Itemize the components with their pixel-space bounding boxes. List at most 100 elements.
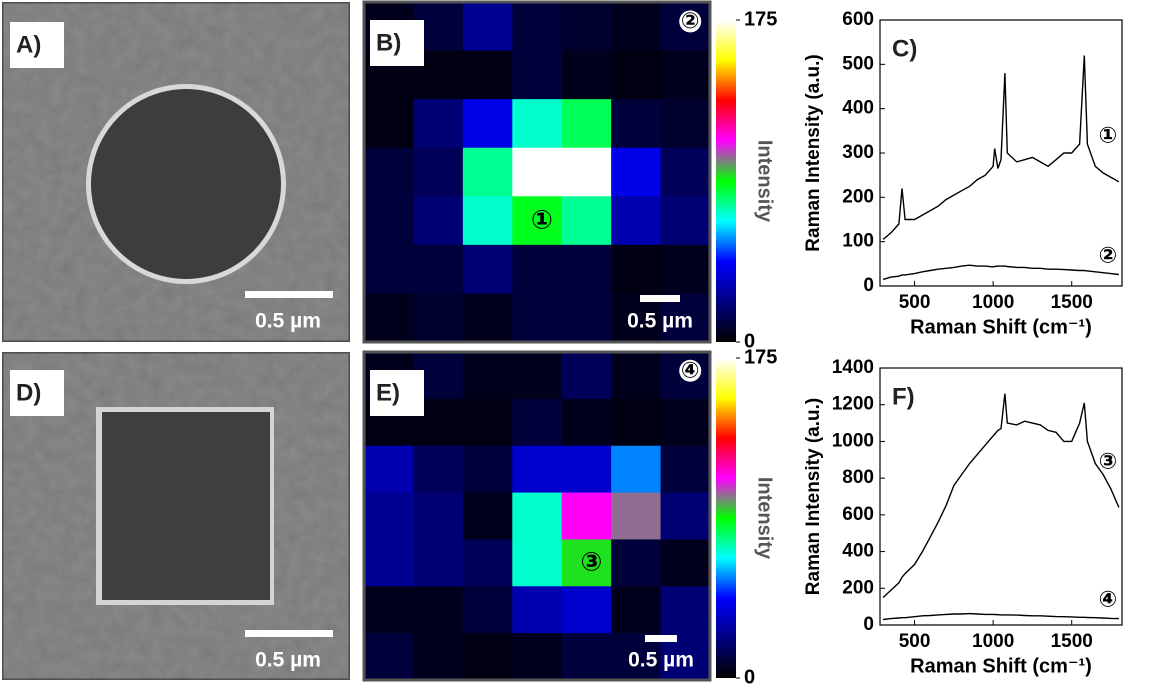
sem-hole: [91, 89, 281, 279]
scale-bar: [645, 635, 677, 642]
heatmap-cell: [611, 196, 662, 246]
heatmap-cell: [364, 539, 414, 587]
scale-bar: [640, 295, 680, 302]
heatmap-cell: [660, 445, 711, 494]
heatmap-cell: [561, 586, 612, 634]
heatmap-cell: [462, 99, 513, 149]
x-tick-label: 1000: [972, 631, 1014, 652]
heatmap-cell: [611, 492, 662, 540]
heatmap-cell: [512, 492, 563, 540]
heatmap-panel: B) ① ② 0.5 µm 0 175 Intensity: [362, 0, 777, 352]
heatmap-cell: [364, 293, 414, 343]
colorbar: [716, 358, 736, 678]
heatmap-cell: [660, 586, 711, 634]
heatmap-cell: [413, 445, 464, 494]
y-tick-label: 800: [842, 467, 874, 488]
heatmap-cell: [611, 244, 662, 294]
y-tick-label: 600: [842, 9, 874, 30]
y-tick-label: 600: [842, 504, 874, 525]
colorbar-tick-label: 0: [744, 330, 755, 352]
annotation: ④: [681, 358, 700, 383]
heatmap-cell: [512, 352, 563, 400]
heatmap-cell: [413, 539, 464, 587]
heatmap-cell: [413, 633, 464, 681]
panel-label: D): [16, 379, 41, 406]
heatmap-cell: [512, 633, 563, 681]
label-box: [10, 22, 64, 68]
line-chart: 0 100 200 300 400 500 600 500 1000 1500 ① ② C) Raman …: [803, 9, 1123, 338]
heatmap-cell: [413, 586, 464, 634]
heatmap-cell: [512, 2, 563, 52]
heatmap-cell: [660, 539, 711, 587]
scale-text: 0.5 µm: [628, 649, 694, 672]
heatmap-cell: [561, 244, 612, 294]
spectrum-line: [882, 264, 1119, 281]
colorbar-tick-label: 175: [744, 346, 777, 368]
heatmap-cell: [462, 2, 513, 52]
colorbar-label: Intensity: [754, 477, 776, 560]
heatmap-cell: [561, 2, 612, 52]
heatmap-cell: [462, 293, 513, 343]
heatmap-cell: [364, 492, 414, 540]
spectrum-line: [883, 612, 1119, 621]
frame: [362, 0, 712, 344]
heatmap-cell: [561, 445, 612, 494]
x-tick-label: 1500: [1051, 631, 1093, 652]
heatmap-cell: [462, 244, 513, 294]
heatmap-cell: [413, 244, 464, 294]
heatmap-cell: [462, 352, 513, 400]
heatmap-cell: [660, 492, 711, 540]
x-axis-label: Raman Shift (cm⁻¹): [910, 655, 1092, 677]
heatmap-cell: [561, 539, 612, 587]
heatmap-cell: [660, 244, 711, 294]
scale-text: 0.5 µm: [255, 310, 321, 333]
heatmap-cell: [512, 50, 563, 100]
colorbar-label: Intensity: [754, 140, 776, 223]
heatmap-cell: [611, 50, 662, 100]
panel-label: C): [892, 35, 917, 62]
heatmap-cell: [561, 50, 612, 100]
colorbar: [716, 20, 736, 342]
heatmap-cell: [462, 586, 513, 634]
heatmap-cell: [364, 633, 414, 681]
y-tick-label: 400: [842, 98, 874, 119]
heatmap-cell: [660, 147, 711, 197]
heatmap-cell: [413, 492, 464, 540]
heatmap-cell: [364, 99, 414, 149]
panel-label: F): [892, 383, 915, 410]
heatmap-cell: [462, 196, 513, 246]
x-tick-label: 500: [899, 631, 931, 652]
panel-label: A): [16, 31, 41, 58]
heatmap-cell: [512, 99, 563, 149]
colorbar-tick-label: 0: [744, 666, 755, 684]
sem-hole: [102, 412, 270, 600]
y-tick-label: 200: [842, 186, 874, 207]
x-axis-label: Raman Shift (cm⁻¹): [910, 316, 1092, 338]
heatmap-cell: [611, 398, 662, 447]
y-tick-label: 300: [842, 142, 874, 163]
colorbar-tick-label: 175: [744, 8, 777, 30]
annotation-badge: [679, 10, 702, 33]
series-label: ④: [1099, 586, 1118, 611]
heatmap-cell: [561, 147, 612, 197]
y-tick-label: 500: [842, 53, 874, 74]
series-label: ③: [1099, 448, 1118, 473]
heatmap-cell: [462, 492, 513, 540]
y-tick-label: 1000: [832, 430, 874, 451]
y-axis-label: Raman Intensity (a.u.): [803, 54, 824, 251]
heatmap-cell: [413, 293, 464, 343]
label-box: [370, 20, 424, 66]
heatmap-cell: [413, 147, 464, 197]
scale-text: 0.5 µm: [627, 310, 693, 333]
heatmap-cell: [611, 445, 662, 494]
heatmap-cell: [413, 196, 464, 246]
heatmap-cell: [512, 398, 563, 447]
y-tick-label: 1400: [832, 357, 874, 378]
heatmap-cell: [512, 445, 563, 494]
scale-bar: [245, 630, 333, 637]
heatmap-panel: E) ③ ④ 0.5 µm 0 175 Intensity: [362, 346, 777, 684]
y-tick-label: 400: [842, 541, 874, 562]
heatmap-cell: [364, 147, 414, 197]
heatmap-cell: [561, 398, 612, 447]
heatmap-cell: [462, 445, 513, 494]
